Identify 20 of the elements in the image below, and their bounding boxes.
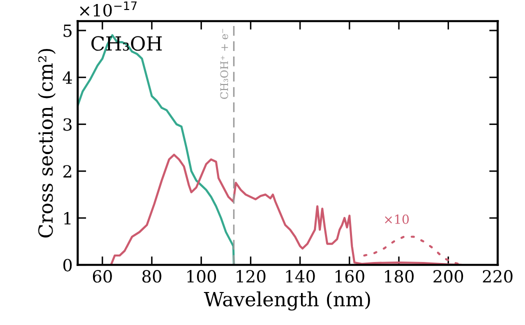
x-tick-label: 120 — [236, 270, 266, 283]
x-tick-label: 100 — [187, 270, 216, 283]
y-tick-label: 2 — [63, 165, 72, 178]
annotation: ×10 — [384, 214, 409, 224]
y-tick-label: 1 — [64, 212, 70, 224]
x-tick-label: 140 — [286, 270, 315, 283]
x-tick-label: 180 — [385, 270, 414, 283]
x-tick-label: 80 — [142, 270, 162, 283]
x-tick-label: 160 — [336, 270, 364, 283]
x-axis-title: Wavelength (nm) — [204, 291, 370, 311]
ref-line-label: CH₃OH⁺ + e⁻ — [220, 28, 228, 99]
y-tick-label: 4 — [62, 71, 72, 84]
y-axis-title: Cross section (cm²) — [38, 48, 56, 238]
y-tick-label: 5 — [64, 24, 72, 38]
x-tick-label: 200 — [434, 270, 464, 283]
x-tick-label: 60 — [92, 270, 112, 283]
text: ×10$^{−17}$ — [80, 1, 137, 17]
y-tick-label: 0 — [63, 258, 72, 272]
y-tick-label: 3 — [64, 118, 72, 131]
x-tick-label: 220 — [482, 270, 512, 283]
